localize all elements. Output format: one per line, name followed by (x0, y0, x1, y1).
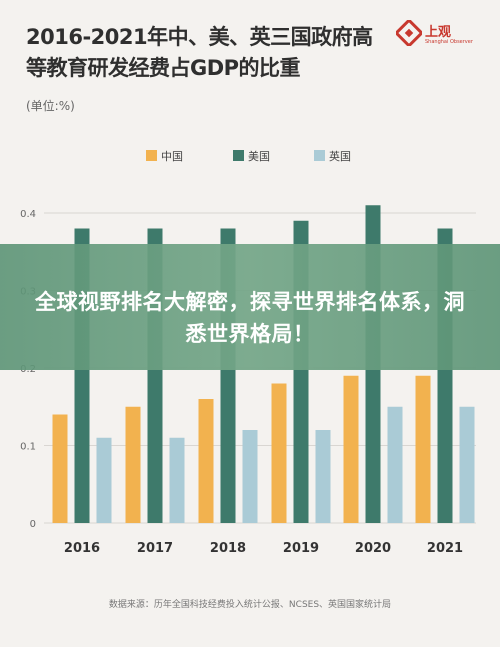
bar-china-2021 (415, 375, 431, 523)
legend-swatch-uk (314, 150, 325, 161)
banner-text: 全球视野排名大解密，探寻世界排名体系，洞悉世界格局！ (35, 290, 465, 346)
legend-swatch-usa (233, 150, 244, 161)
bar-china-2018 (198, 399, 214, 523)
legend-swatch-china (146, 150, 157, 161)
bar-uk-2018 (242, 430, 258, 523)
x-tick-label: 2021 (427, 541, 463, 556)
bar-china-2019 (271, 383, 287, 523)
x-tick-label: 2019 (283, 541, 319, 556)
bar-china-2017 (125, 406, 141, 523)
y-tick-label: 0 (30, 519, 36, 530)
bar-uk-2019 (315, 430, 331, 523)
data-source-note: 数据来源：历年全国科技经费投入统计公报、NCSES、英国国家统计局 (108, 600, 392, 610)
legend-label-china: 中国 (161, 150, 183, 163)
x-tick-label: 2020 (355, 541, 391, 556)
legend: 中国 美国 英国 (0, 148, 500, 164)
bar-china-2016 (52, 414, 68, 523)
bar-uk-2021 (459, 406, 475, 523)
y-tick-label: 0.1 (20, 442, 36, 453)
bar-uk-2017 (169, 437, 185, 523)
unit-label: (单位:%) (26, 99, 75, 113)
bar-uk-2016 (96, 437, 112, 523)
bar-uk-2020 (387, 406, 403, 523)
chart-title: 2016-2021年中、美、英三国政府高等教育研发经费占GDP的比重 (26, 25, 373, 80)
logo-subtitle: Shanghai Observer (425, 39, 473, 45)
x-tick-label: 2017 (137, 541, 173, 556)
legend-item-uk: 英国 (314, 148, 351, 164)
promo-banner: 全球视野排名大解密，探寻世界排名体系，洞悉世界格局！ (0, 244, 500, 370)
bar-china-2020 (343, 375, 359, 523)
y-tick-label: 0.4 (20, 209, 36, 220)
legend-label-usa: 美国 (248, 150, 270, 163)
x-tick-label: 2018 (210, 541, 246, 556)
logo-mark-icon (396, 20, 422, 46)
legend-label-uk: 英国 (329, 150, 351, 163)
logo-name: 上观 (425, 25, 452, 40)
brand-logo: 上观 Shanghai Observer (396, 18, 476, 52)
legend-item-usa: 美国 (233, 148, 270, 164)
legend-item-china: 中国 (146, 148, 183, 164)
x-tick-label: 2016 (64, 541, 100, 556)
